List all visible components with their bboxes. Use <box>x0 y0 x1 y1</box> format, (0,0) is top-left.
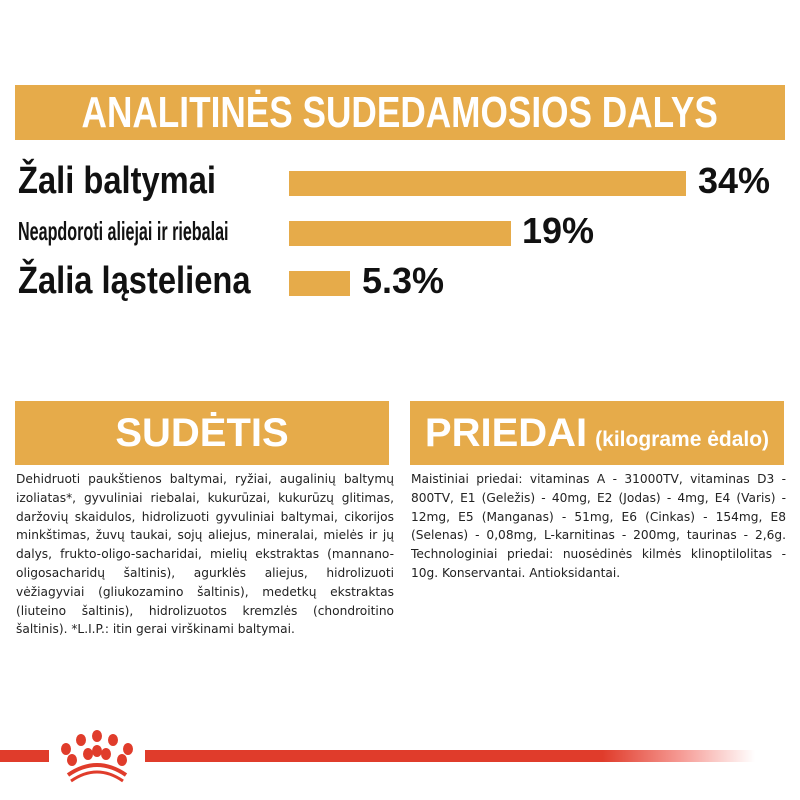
chart-row-fibre: Žalia ląsteliena 5.3% <box>0 260 800 303</box>
crown-logo-icon <box>61 730 133 783</box>
title-banner: ANALITINĖS SUDEDAMOSIOS DALYS <box>15 85 785 140</box>
additives-subtitle: (kilograme ėdalo) <box>595 427 770 451</box>
additives-title: PRIEDAI (kilograme ėdalo) <box>425 411 769 456</box>
additives-title-main: PRIEDAI <box>424 410 588 455</box>
page-title: ANALITINĖS SUDEDAMOSIOS DALYS <box>81 87 719 137</box>
bar-fat <box>289 221 511 246</box>
footer-line-left <box>0 750 49 762</box>
row-label: Neapdoroti aliejai ir riebalai <box>18 216 229 246</box>
row-label: Žalia ląsteliena <box>18 260 251 302</box>
composition-title: SUDĖTIS <box>115 410 289 455</box>
row-label: Žali baltymai <box>18 160 216 202</box>
composition-header: SUDĖTIS <box>15 401 389 465</box>
footer-line-right <box>145 750 755 762</box>
row-value: 34% <box>698 160 771 201</box>
composition-text: Dehidruoti paukštienos baltymai, ryžiai,… <box>16 472 394 637</box>
additives-header: PRIEDAI (kilograme ėdalo) <box>410 401 784 465</box>
row-value: 5.3% <box>362 260 445 301</box>
row-value: 19% <box>522 210 595 251</box>
bar-fibre <box>289 271 350 296</box>
chart-row-protein: Žali baltymai 34% <box>0 160 800 203</box>
chart-row-fat: Neapdoroti aliejai ir riebalai 19% <box>0 210 800 253</box>
bar-protein <box>289 171 686 196</box>
additives-text: Maistiniai priedai: vitaminas A - 31000T… <box>411 472 786 580</box>
